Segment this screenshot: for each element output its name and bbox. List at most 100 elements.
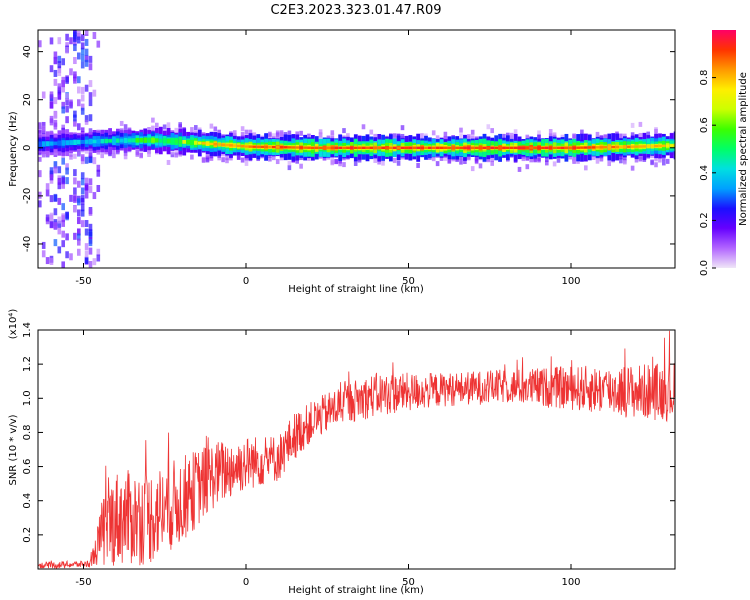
heatmap-cell — [529, 146, 534, 149]
heatmap-cell — [53, 78, 58, 86]
heatmap-cell — [240, 157, 245, 163]
heatmap-cell — [127, 138, 132, 143]
heatmap-cell — [459, 159, 463, 165]
heatmap-cell — [61, 124, 65, 130]
heatmap-cell — [96, 254, 101, 262]
heatmap-cell — [49, 118, 54, 126]
heatmap-cell — [607, 161, 611, 167]
heatmap-cell — [69, 99, 73, 107]
heatmap-cell — [88, 208, 93, 216]
heatmap-cell — [80, 172, 85, 180]
heatmap-cell — [353, 146, 358, 149]
heatmap-cell — [116, 138, 120, 143]
heatmap-cell — [662, 155, 666, 161]
heatmap-cell — [80, 204, 85, 212]
heatmap-cell — [221, 157, 225, 163]
heatmap-cell — [53, 111, 58, 119]
snr-xtick-label: -50 — [75, 577, 91, 588]
heatmap-ytick-label: 0 — [22, 145, 33, 151]
heatmap-cell — [420, 146, 424, 149]
heatmap-cell — [506, 146, 510, 149]
heatmap-cell — [303, 146, 307, 149]
heatmap-cell — [57, 140, 62, 146]
heatmap-cell — [80, 220, 85, 228]
heatmap-cell — [572, 133, 576, 139]
heatmap-cell — [174, 127, 179, 133]
heatmap-cell — [287, 146, 292, 149]
heatmap-cell — [112, 153, 116, 159]
heatmap-cell — [654, 156, 658, 162]
heatmap-cell — [61, 157, 65, 165]
heatmap-cell — [669, 144, 674, 147]
heatmap-cell — [353, 160, 358, 166]
heatmap-cell — [665, 158, 670, 164]
heatmap-cell — [525, 134, 530, 140]
heatmap-cell — [217, 155, 221, 161]
heatmap-cell — [77, 76, 81, 84]
heatmap-cell — [96, 248, 101, 256]
heatmap-cell — [404, 146, 409, 149]
heatmap-xtick-label: -50 — [75, 276, 91, 287]
heatmap-cell — [486, 146, 491, 149]
heatmap-cell — [318, 132, 323, 138]
heatmap-cell — [92, 89, 97, 97]
snr-panel: -50 0 50 100 0.2 0.4 0.6 0.8 1.0 1.2 1.4 Height of… — [8, 309, 676, 596]
heatmap-cell — [233, 144, 237, 147]
heatmap-cell — [299, 146, 304, 149]
heatmap-cell — [84, 177, 89, 185]
heatmap-cell — [291, 146, 296, 149]
heatmap-cell — [509, 146, 514, 149]
heatmap-cell — [443, 136, 448, 142]
heatmap-cell — [57, 61, 62, 69]
heatmap-cell — [537, 157, 541, 163]
heatmap-cell — [61, 181, 65, 189]
heatmap-cell — [439, 146, 444, 149]
snr-ytick-label: 0.2 — [22, 527, 33, 543]
heatmap-cell — [88, 99, 93, 107]
heatmap-cell — [369, 146, 374, 149]
heatmap-cell — [178, 124, 182, 130]
heatmap-cell — [65, 98, 69, 106]
heatmap-cell — [240, 126, 245, 132]
heatmap-cell — [283, 146, 288, 149]
heatmap-cell — [45, 183, 50, 191]
heatmap-cell — [541, 146, 545, 149]
heatmap-cell — [65, 177, 69, 185]
heatmap-cell — [88, 55, 93, 63]
colorbar-label: Normalized spectral amplitude — [738, 72, 749, 226]
heatmap-cell — [96, 138, 101, 144]
heatmap-cell — [595, 131, 600, 137]
heatmap-cell — [252, 145, 257, 148]
heatmap-cell — [80, 107, 85, 115]
heatmap-cell — [190, 139, 194, 146]
snr-xtick-label: 50 — [402, 577, 415, 588]
heatmap-cell — [517, 166, 522, 172]
heatmap-cell — [564, 146, 569, 149]
snr-multiplier: (x10⁴) — [8, 309, 19, 340]
heatmap-cell — [155, 122, 159, 128]
colorbar-tick-label: 0.2 — [699, 212, 710, 228]
heatmap-cell — [38, 170, 42, 178]
heatmap-cell — [244, 160, 249, 166]
heatmap-cell — [260, 145, 265, 149]
heatmap-cell — [619, 158, 623, 164]
heatmap-cell — [619, 133, 623, 139]
heatmap-cell — [186, 139, 190, 145]
heatmap-cell — [80, 34, 85, 42]
heatmap-cell — [658, 157, 662, 163]
heatmap-cell — [587, 146, 592, 149]
heatmap-cell — [57, 55, 62, 63]
heatmap-cell — [73, 44, 77, 52]
heatmap-cell — [470, 135, 475, 141]
heatmap-cell — [322, 155, 327, 161]
heatmap-cell — [630, 145, 635, 148]
heatmap-cell — [478, 146, 483, 149]
snr-ytick-label: 1.2 — [22, 356, 33, 372]
heatmap-cell — [65, 46, 69, 54]
heatmap-cell — [174, 152, 179, 158]
heatmap-cell — [61, 140, 66, 146]
heatmap-cell — [53, 166, 58, 174]
heatmap-cell — [607, 145, 612, 149]
heatmap-cell — [365, 146, 370, 149]
snr-frame — [37, 329, 676, 570]
